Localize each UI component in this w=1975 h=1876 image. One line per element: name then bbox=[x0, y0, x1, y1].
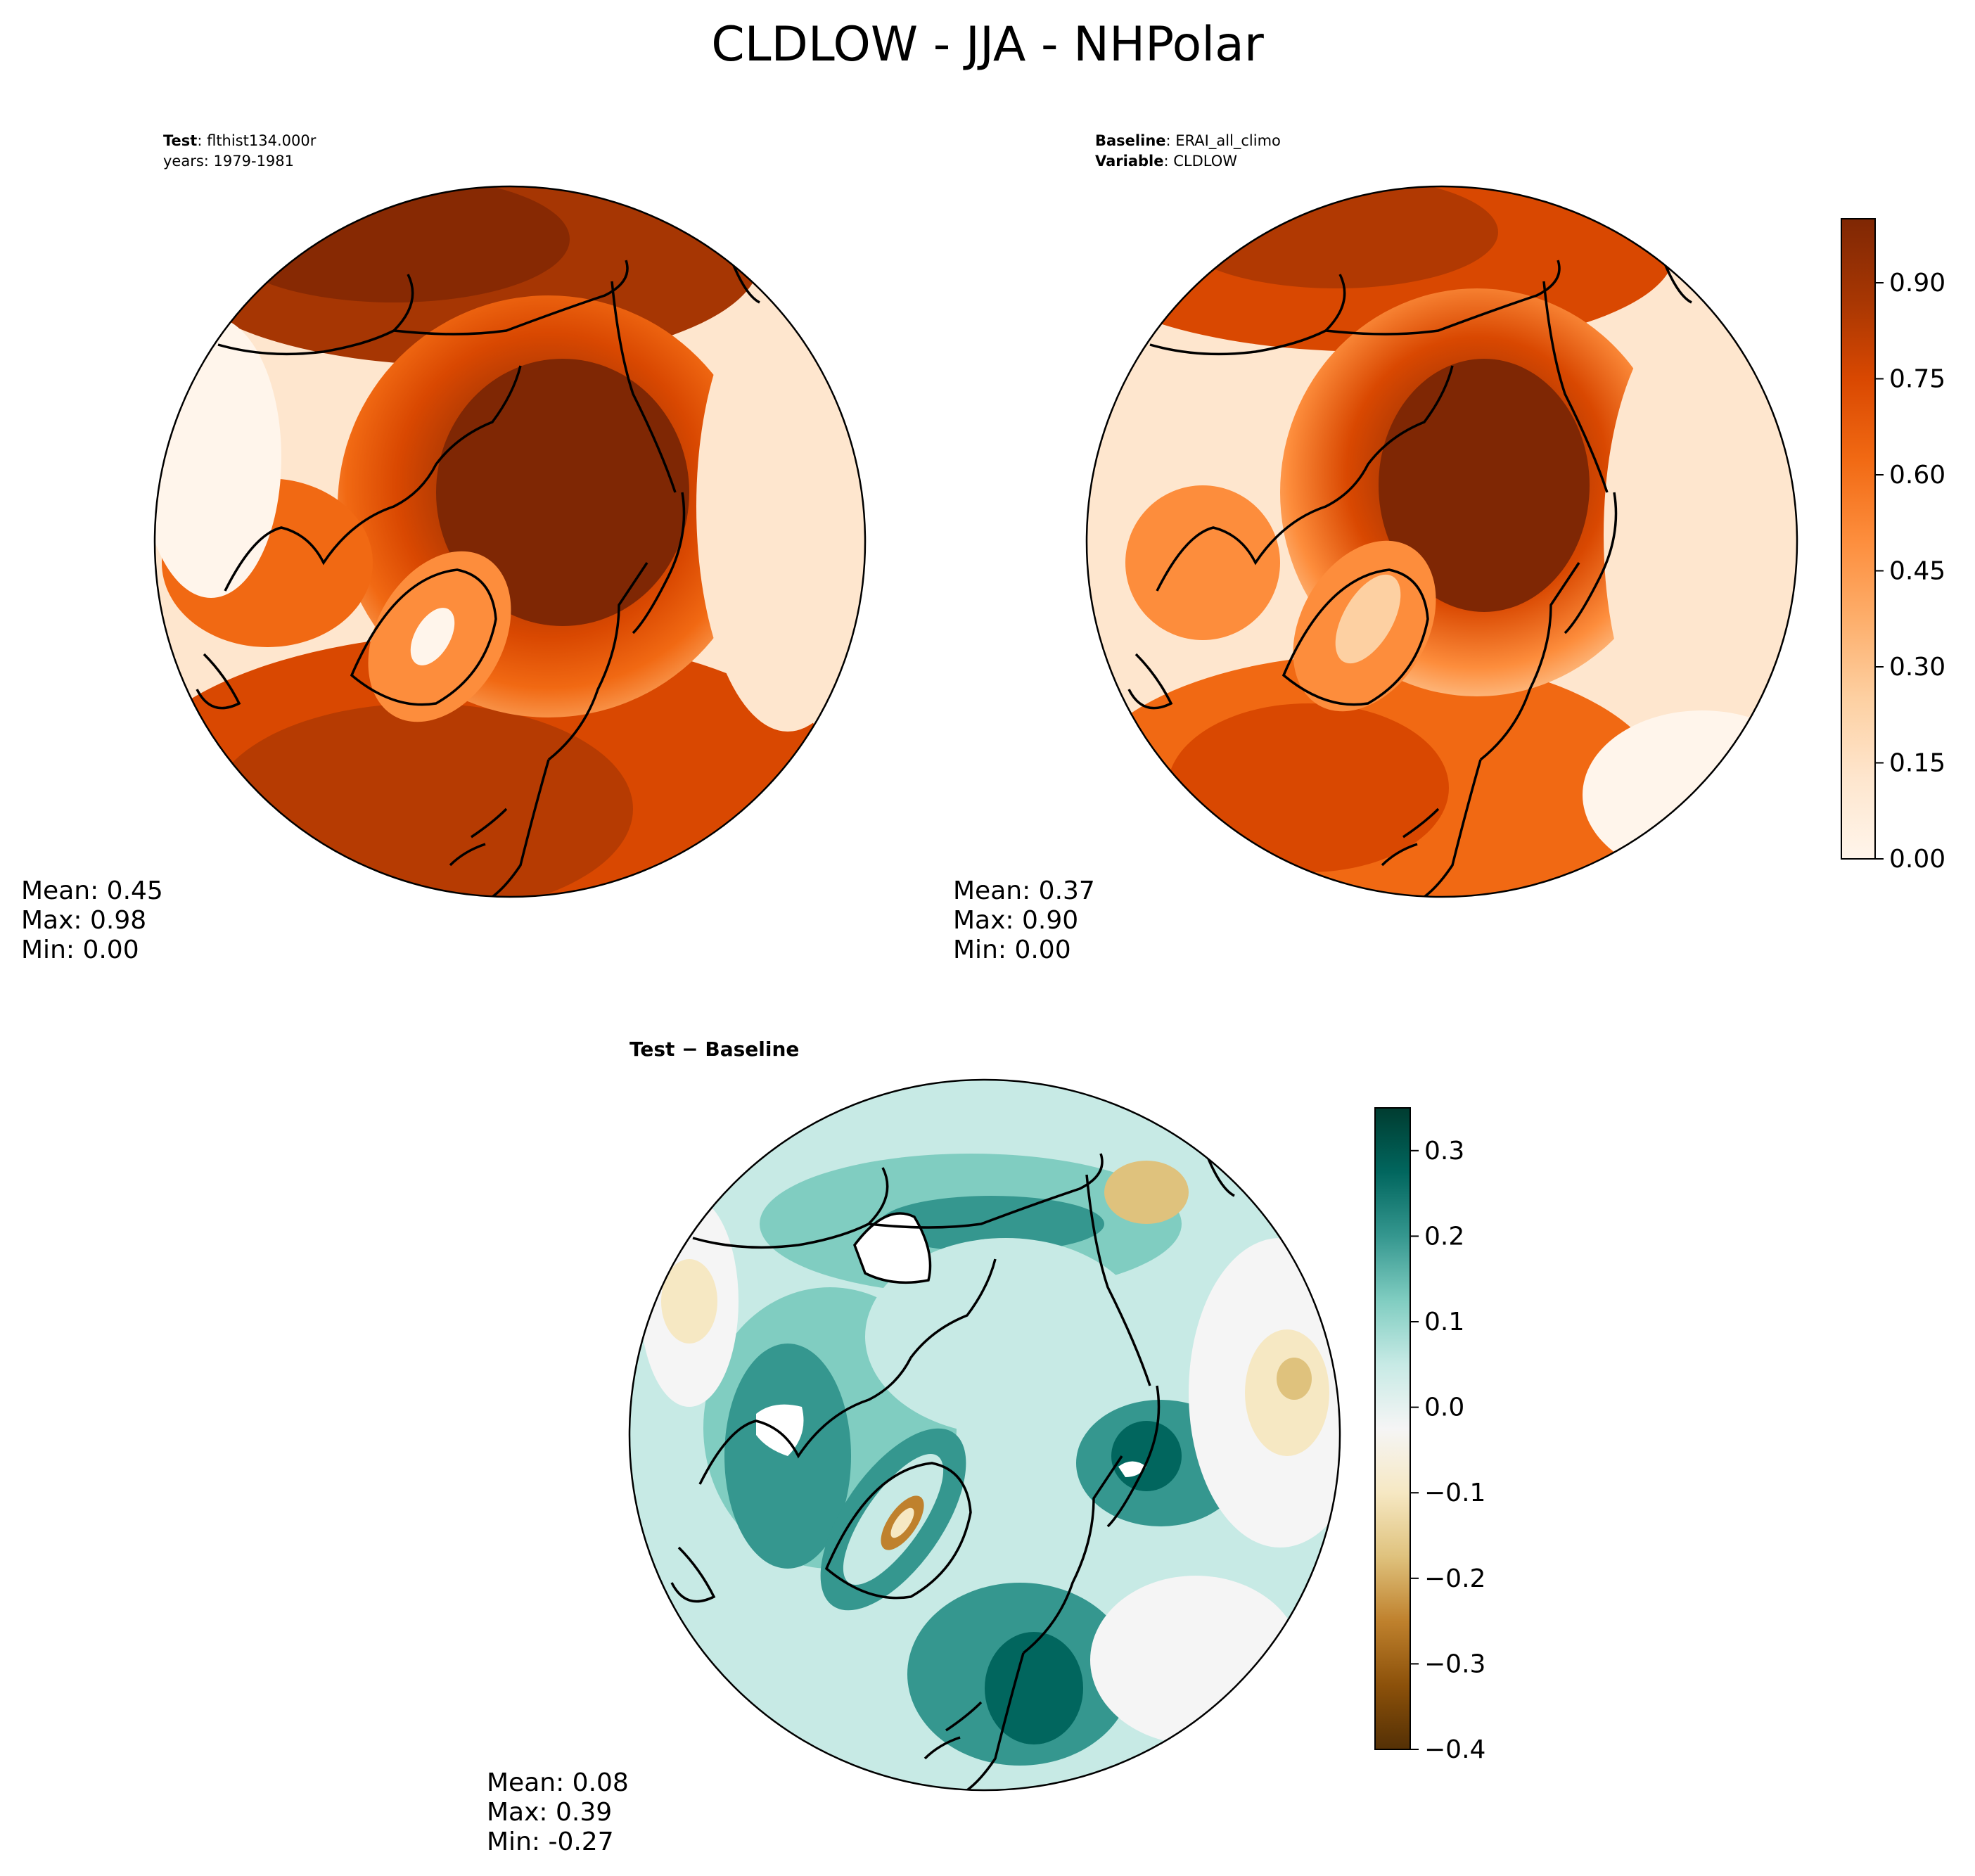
diff-colorbar-tick-label: −0.4 bbox=[1424, 1735, 1485, 1764]
diff-colorbar-tick-label: 0.3 bbox=[1424, 1137, 1464, 1166]
diff-colorbar-tick-label: 0.0 bbox=[1424, 1393, 1464, 1422]
diff-min: Min: -0.27 bbox=[487, 1827, 614, 1856]
baseline-meta-sep: : bbox=[1166, 132, 1176, 149]
diff-max: Max: 0.39 bbox=[487, 1798, 612, 1827]
baseline-variable-sep: : bbox=[1163, 153, 1173, 170]
diff-coastlines bbox=[670, 1153, 1235, 1790]
test-meta-value: flthist134.000r bbox=[207, 132, 317, 149]
diff-colorbar-tick-label: −0.3 bbox=[1424, 1650, 1485, 1678]
baseline-variable-key: Variable bbox=[1095, 153, 1163, 170]
diff-colorbar-tick-label: −0.2 bbox=[1424, 1564, 1485, 1593]
diff-colorbar-ticks: −0.4 −0.3 −0.2 −0.1 0.0 0.1 0.2 0.3 bbox=[1410, 1137, 1485, 1764]
main-colorbar-fill bbox=[1841, 219, 1875, 859]
test-meta-line1: Test: flthist134.000r bbox=[163, 132, 317, 149]
baseline-map-boundary bbox=[1085, 185, 1798, 898]
main-colorbar-tick-label: 0.90 bbox=[1889, 269, 1945, 298]
diff-colorbar-tick-label: 0.2 bbox=[1424, 1222, 1464, 1251]
baseline-meta-key: Baseline bbox=[1095, 132, 1166, 149]
test-coastlines bbox=[196, 260, 760, 897]
baseline-meta-value: ERAI_all_climo bbox=[1175, 132, 1281, 150]
diff-colorbar: −0.4 −0.3 −0.2 −0.1 0.0 0.1 0.2 0.3 bbox=[1374, 1107, 1485, 1764]
test-meta-key: Test bbox=[163, 132, 197, 149]
baseline-max: Max: 0.90 bbox=[953, 906, 1078, 935]
main-colorbar-frame bbox=[1841, 218, 1876, 860]
main-colorbar-tick-label: 0.45 bbox=[1889, 557, 1945, 586]
diff-title: Test − Baseline bbox=[629, 1038, 799, 1061]
diff-colorbar-frame bbox=[1374, 1107, 1411, 1750]
main-colorbar-tick-label: 0.60 bbox=[1889, 461, 1945, 490]
test-max: Max: 0.98 bbox=[21, 906, 146, 935]
diff-colorbar-fill bbox=[1375, 1108, 1410, 1749]
baseline-mean: Mean: 0.37 bbox=[953, 876, 1095, 905]
diff-map-boundary bbox=[628, 1078, 1341, 1792]
diff-map bbox=[629, 1080, 1340, 1790]
diff-colorbar-tick-label: 0.1 bbox=[1424, 1308, 1464, 1336]
diff-panel: Test − Baseline bbox=[487, 1038, 1341, 1856]
figure-title: CLDLOW - JJA - NHPolar bbox=[711, 17, 1264, 72]
diff-mean: Mean: 0.08 bbox=[487, 1768, 629, 1797]
main-colorbar-tick-label: 0.30 bbox=[1889, 653, 1945, 682]
baseline-variable-value: CLDLOW bbox=[1173, 153, 1237, 170]
diff-colorbar-tick-label: −0.1 bbox=[1424, 1479, 1485, 1507]
test-meta-line2: years: 1979-1981 bbox=[163, 153, 294, 170]
main-colorbar-tick-label: 0.75 bbox=[1889, 365, 1945, 394]
test-meta-sep: : bbox=[197, 132, 207, 149]
test-mean: Mean: 0.45 bbox=[21, 876, 163, 905]
baseline-panel: Baseline: ERAI_all_climo Variable: CLDLO… bbox=[953, 132, 1798, 964]
baseline-coastlines bbox=[1127, 260, 1692, 897]
baseline-meta-line1: Baseline: ERAI_all_climo bbox=[1095, 132, 1281, 150]
main-colorbar-tick-label: 0.00 bbox=[1889, 845, 1945, 874]
test-map-boundary bbox=[153, 185, 867, 898]
main-colorbar-tick-label: 0.15 bbox=[1889, 749, 1945, 778]
baseline-meta-line2: Variable: CLDLOW bbox=[1095, 153, 1237, 170]
test-panel: Test: flthist134.000r years: 1979-1981 bbox=[21, 132, 867, 964]
main-colorbar-ticks: 0.00 0.15 0.30 0.45 0.60 0.75 0.90 bbox=[1875, 269, 1945, 874]
baseline-map bbox=[1087, 186, 1797, 897]
test-map bbox=[155, 186, 865, 897]
test-min: Min: 0.00 bbox=[21, 936, 139, 964]
main-colorbar: 0.00 0.15 0.30 0.45 0.60 0.75 0.90 bbox=[1841, 218, 1945, 874]
baseline-min: Min: 0.00 bbox=[953, 936, 1071, 964]
